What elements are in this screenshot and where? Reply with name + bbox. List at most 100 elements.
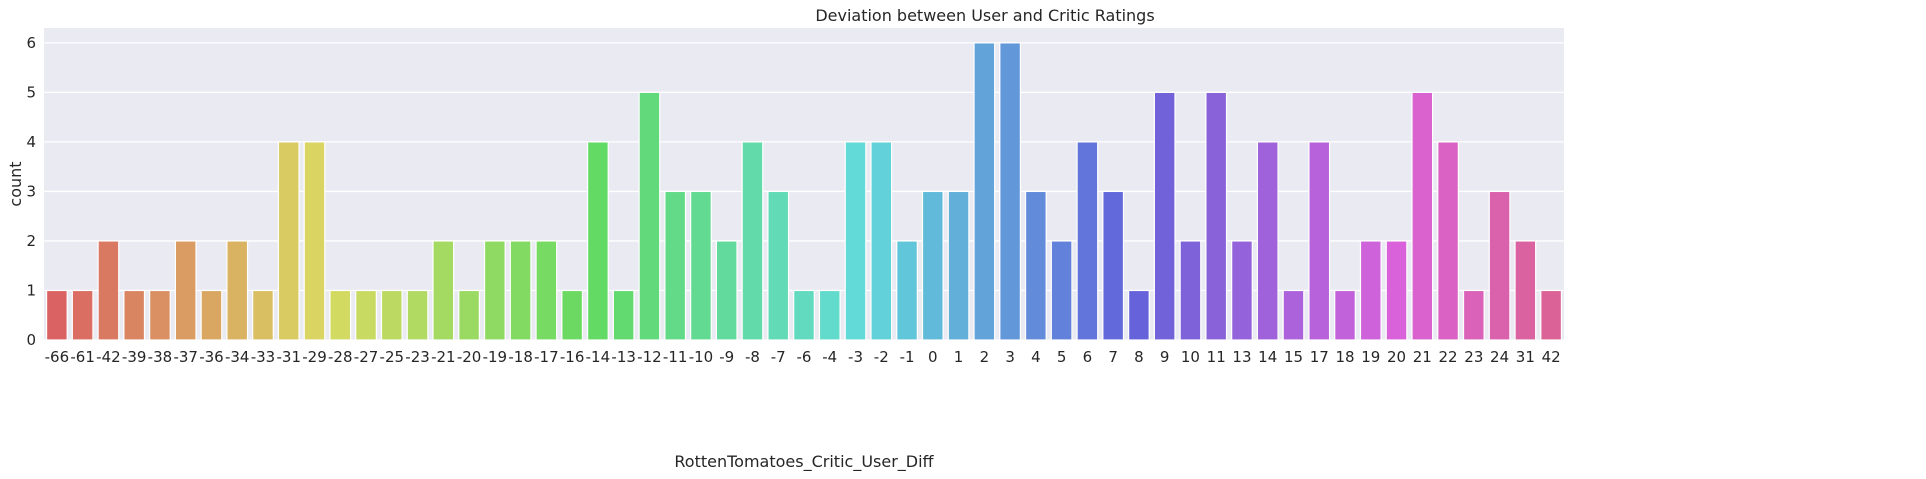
x-tick-label: 7 <box>1108 348 1118 366</box>
x-tick-label: 14 <box>1258 348 1277 366</box>
chart-title: Deviation between User and Critic Rating… <box>815 6 1154 25</box>
bar-23 <box>1462 289 1485 341</box>
x-tick-label: -39 <box>122 348 147 366</box>
bar--37 <box>174 240 197 341</box>
y-tick-label: 4 <box>26 133 36 151</box>
x-tick-label: 21 <box>1413 348 1432 366</box>
bar-1 <box>947 190 970 341</box>
bar-2 <box>973 42 996 341</box>
x-tick-label: -29 <box>302 348 327 366</box>
bar--2 <box>870 141 893 341</box>
bar--42 <box>97 240 120 341</box>
x-tick-label: -25 <box>380 348 405 366</box>
x-tick-label: -16 <box>560 348 585 366</box>
bar--25 <box>380 289 403 341</box>
x-tick-label: -8 <box>745 348 760 366</box>
bar-10 <box>1179 240 1202 341</box>
bar--12 <box>638 91 661 341</box>
x-tick-label: 18 <box>1335 348 1354 366</box>
y-tick-label: 5 <box>26 83 36 101</box>
bar-31 <box>1514 240 1537 341</box>
bar-21 <box>1411 91 1434 341</box>
x-tick-label: 0 <box>928 348 938 366</box>
bar--3 <box>844 141 867 341</box>
x-tick-label: -1 <box>900 348 915 366</box>
bar--13 <box>612 289 635 341</box>
x-tick-label: -37 <box>173 348 198 366</box>
bar-13 <box>1231 240 1253 341</box>
x-tick-label: -19 <box>483 348 508 366</box>
x-tick-label: -4 <box>822 348 837 366</box>
bar-5 <box>1050 240 1073 341</box>
x-tick-label: -2 <box>874 348 889 366</box>
x-tick-label: 6 <box>1083 348 1093 366</box>
x-tick-label: -14 <box>586 348 611 366</box>
bar--6 <box>793 289 815 341</box>
x-tick-label: 3 <box>1005 348 1015 366</box>
bar--28 <box>329 289 352 341</box>
bar-24 <box>1488 190 1511 341</box>
y-tick-label: 3 <box>26 182 36 200</box>
bar--10 <box>690 190 712 341</box>
x-tick-label: -33 <box>251 348 276 366</box>
bar--17 <box>535 240 558 341</box>
x-tick-label: -10 <box>689 348 714 366</box>
x-tick-labels: -66 -61 -42 -39 -38 -37 -36 -34 -33 -31 -29 -28 -27-… <box>45 348 1561 366</box>
bar--4 <box>818 289 841 341</box>
x-tick-label: -38 <box>148 348 173 366</box>
x-tick-label: -31 <box>276 348 301 366</box>
x-tick-label: 11 <box>1207 348 1226 366</box>
x-tick-label: 1 <box>954 348 964 366</box>
bar--20 <box>458 289 480 341</box>
x-tick-label: -27 <box>354 348 379 366</box>
bar-15 <box>1282 289 1305 341</box>
bar--1 <box>896 240 918 341</box>
x-tick-label: 42 <box>1542 348 1561 366</box>
x-tick-label: -9 <box>719 348 734 366</box>
x-tick-label: -6 <box>797 348 812 366</box>
bar--27 <box>355 289 377 341</box>
bar-14 <box>1256 141 1279 341</box>
bar-0 <box>921 190 944 341</box>
bar--66 <box>45 289 68 341</box>
bars <box>45 42 1563 341</box>
x-tick-label: 8 <box>1134 348 1144 366</box>
bar--23 <box>406 289 429 341</box>
y-tick-labels: 0 1 2 3 4 5 6 <box>26 34 36 349</box>
x-tick-label: -17 <box>534 348 559 366</box>
bar-11 <box>1205 91 1228 341</box>
x-tick-label: -66 <box>45 348 70 366</box>
y-axis-title: count <box>6 161 25 206</box>
bar--33 <box>252 289 274 341</box>
bar-19 <box>1359 240 1382 341</box>
bar--8 <box>741 141 764 341</box>
bar-6 <box>1076 141 1099 341</box>
bar--61 <box>71 289 94 341</box>
bar--39 <box>123 289 146 341</box>
x-tick-label: 15 <box>1284 348 1303 366</box>
bar-20 <box>1385 240 1408 341</box>
bar--14 <box>586 141 609 341</box>
x-tick-label: -61 <box>70 348 95 366</box>
bar--29 <box>303 141 326 341</box>
bar--16 <box>561 289 584 341</box>
bar--34 <box>226 240 249 341</box>
x-tick-label: -11 <box>663 348 688 366</box>
x-tick-label: -3 <box>848 348 863 366</box>
x-tick-label: -13 <box>611 348 636 366</box>
bar--38 <box>149 289 171 341</box>
x-tick-label: 10 <box>1181 348 1200 366</box>
x-tick-label: 9 <box>1160 348 1170 366</box>
x-tick-label: -18 <box>508 348 533 366</box>
x-tick-label: -23 <box>405 348 430 366</box>
y-tick-label: 6 <box>26 34 36 52</box>
bar--19 <box>483 240 506 341</box>
bar-7 <box>1102 190 1125 341</box>
x-tick-label: -28 <box>328 348 353 366</box>
x-tick-label: 22 <box>1439 348 1458 366</box>
bar--11 <box>664 190 687 341</box>
x-tick-label: -42 <box>96 348 121 366</box>
y-tick-label: 2 <box>26 232 36 250</box>
x-tick-label: 13 <box>1232 348 1251 366</box>
bar-9 <box>1153 91 1176 341</box>
